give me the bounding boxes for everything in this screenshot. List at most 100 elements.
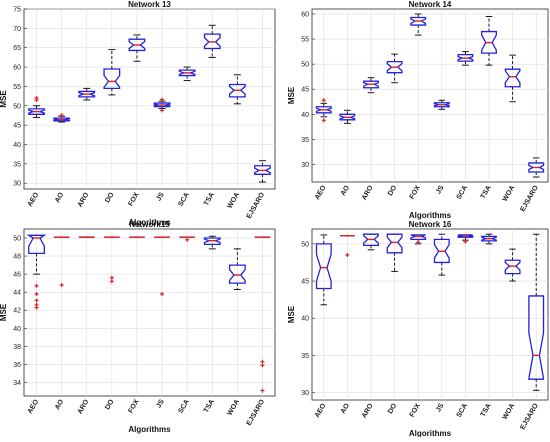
x-tick-label: ARO: [77, 398, 91, 415]
box-woa: [504, 248, 521, 282]
x-tick-label: ARO: [77, 191, 91, 208]
box-ao: [53, 236, 70, 287]
x-tick-label: TSA: [203, 399, 216, 415]
y-tick-label: 40: [13, 326, 21, 333]
x-tick-label: SCA: [456, 403, 469, 419]
y-tick-label: 45: [301, 279, 309, 286]
plot-area: [311, 228, 549, 401]
y-tick-label: 50: [13, 236, 21, 243]
box-woa: [504, 54, 521, 103]
y-tick-label: 38: [13, 344, 21, 351]
outlier-marker: [416, 240, 421, 245]
box-tsa: [203, 235, 221, 250]
outlier-marker: [260, 388, 265, 393]
outlier-marker: [185, 237, 190, 242]
box-aeo: [28, 96, 45, 118]
x-tick-label: AEO: [314, 184, 328, 201]
outlier-marker: [260, 359, 265, 364]
chart-panel-1: 30 35 40 45 50 55 60 65 70 75 AEO AO ARO DO FOX JS SCA TS…: [0, 0, 276, 227]
y-tick-label: 45: [13, 123, 21, 130]
y-tick-label: 50: [301, 241, 309, 248]
y-tick-label: 40: [13, 142, 21, 149]
box-body: [410, 16, 427, 26]
box-body: [481, 235, 497, 242]
x-tick-label: EJSARO: [519, 402, 540, 431]
y-tick-label: 35: [301, 353, 309, 360]
y-tick-label: 35: [301, 137, 309, 144]
box-body: [228, 264, 246, 284]
box-body: [386, 61, 403, 74]
chart-title: Network15: [129, 220, 170, 229]
box-body: [433, 102, 450, 108]
chart-panel-4: 30 35 40 45 50 AEO AO ARO DO FOX JS SCA TSA WOA EJSARO…: [287, 220, 549, 438]
box-body: [153, 102, 171, 108]
box-ao: [340, 234, 355, 258]
box-sca: [457, 234, 474, 244]
box-woa: [228, 248, 246, 290]
box-ejsaro: [528, 157, 545, 178]
y-axis-label: MSE: [287, 305, 296, 323]
y-tick-label: 40: [301, 316, 309, 323]
box-body: [254, 165, 271, 175]
x-tick-label: AEO: [314, 402, 328, 419]
y-tick-label: 44: [13, 290, 21, 297]
x-tick-label: WOA: [502, 403, 517, 421]
box-fox: [410, 13, 427, 36]
x-axis-label: Algorithms: [409, 211, 452, 220]
x-axis-label: Algorithms: [128, 218, 171, 227]
x-tick-label: AEO: [27, 398, 41, 415]
plot-area: [23, 8, 276, 190]
box-aeo: [315, 98, 332, 123]
box-body: [433, 238, 450, 264]
outlier-marker: [34, 283, 39, 288]
x-tick-label: EJSARO: [519, 184, 540, 213]
box-js: [433, 99, 450, 110]
box-body: [178, 69, 196, 77]
box-body: [203, 237, 221, 245]
y-axis-label: MSE: [287, 86, 296, 104]
box-ao: [339, 109, 356, 124]
x-tick-label: SCA: [177, 399, 190, 415]
outlier-marker: [59, 282, 64, 287]
x-tick-label: ARO: [361, 402, 375, 419]
box-ejsaro: [254, 160, 271, 183]
chart-title: Network 16: [409, 220, 452, 229]
box-body: [481, 30, 497, 54]
y-tick-label: 50: [13, 103, 21, 110]
outlier-marker: [34, 291, 39, 296]
box-body: [504, 259, 521, 275]
outlier-marker: [321, 118, 326, 123]
y-tick-label: 35: [13, 161, 21, 168]
y-tick-label: 30: [301, 162, 309, 169]
y-tick-label: 60: [13, 65, 21, 72]
x-tick-label: EJSARO: [246, 191, 267, 220]
y-tick-label: 40: [301, 112, 309, 119]
outlier-marker: [160, 108, 165, 113]
outlier-marker: [160, 291, 165, 296]
box-tsa: [203, 24, 221, 58]
box-body: [315, 106, 332, 114]
box-body: [28, 108, 45, 115]
box-do: [104, 236, 120, 284]
y-axis-label: MSE: [0, 303, 8, 321]
box-js: [433, 233, 450, 276]
y-tick-label: 46: [13, 272, 21, 279]
box-body: [53, 117, 71, 122]
x-tick-label: DO: [104, 398, 116, 411]
box-body: [386, 233, 403, 254]
y-tick-label: 55: [13, 84, 21, 91]
x-tick-label: FOX: [409, 402, 422, 418]
x-tick-label: TSA: [480, 185, 493, 201]
y-tick-label: 75: [13, 7, 21, 14]
x-tick-label: FOX: [127, 398, 140, 414]
box-body: [457, 234, 474, 238]
box-ejsaro: [254, 236, 271, 393]
box-tsa: [481, 233, 497, 245]
y-tick-label: 48: [13, 254, 21, 261]
chart-title: Network 13: [128, 0, 171, 9]
box-fox: [410, 234, 427, 245]
outlier-marker: [463, 239, 468, 244]
y-tick-label: 45: [301, 87, 309, 94]
outlier-marker: [59, 113, 64, 118]
